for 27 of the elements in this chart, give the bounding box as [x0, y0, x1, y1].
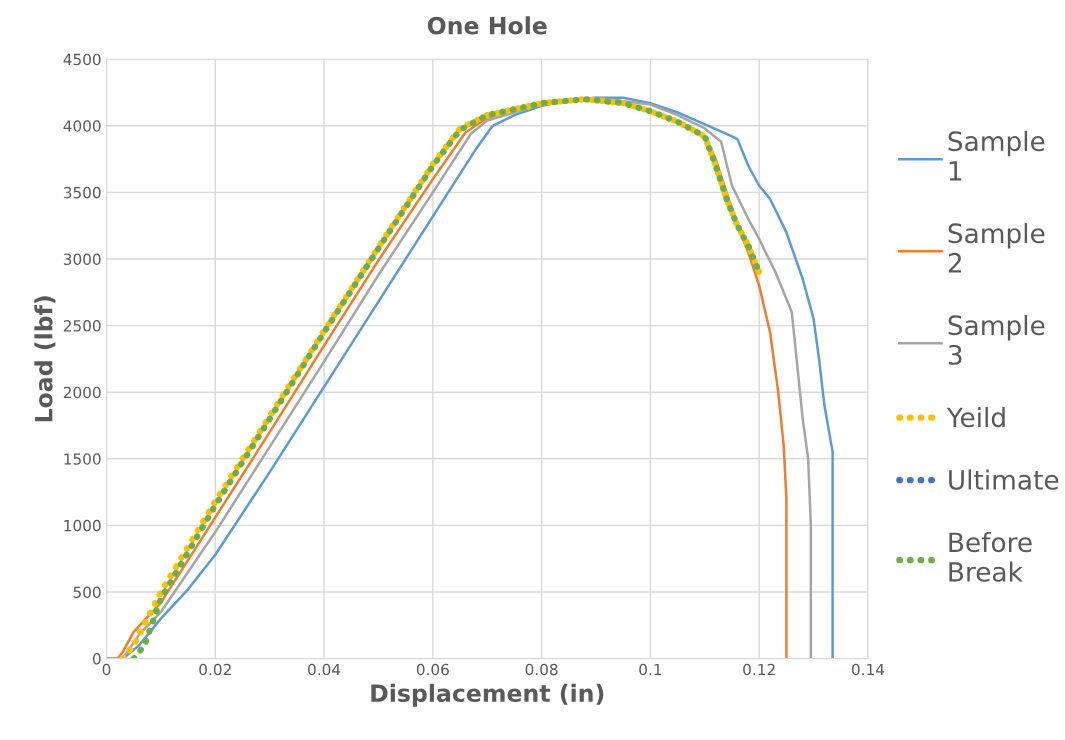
legend-label: Sample 1: [948, 130, 1045, 181]
legend-label: Yeild: [946, 406, 1005, 428]
y-tick-label: 4500: [63, 53, 101, 66]
x-tick-label: 0.14: [851, 663, 885, 676]
y-tick-label: 1000: [64, 519, 101, 532]
y-tick-label: 1500: [64, 453, 101, 465]
y-axis-title: Load (lbf): [34, 296, 56, 422]
x-tick-label: 0.08: [525, 663, 558, 676]
y-tick-label: 0: [92, 653, 101, 665]
legend-label: Sample 3: [948, 314, 1045, 365]
y-tick-label: 4000: [63, 120, 101, 132]
x-tick-label: 0.1: [639, 663, 662, 676]
y-tick-label: 2500: [63, 320, 101, 332]
legend-label: Before Break: [949, 531, 1032, 582]
y-tick-label: 2000: [63, 386, 101, 399]
y-tick-label: 500: [73, 586, 101, 599]
x-tick-label: 0.12: [743, 663, 775, 676]
y-tick-label: 3500: [63, 186, 101, 199]
y-tick-label: 3000: [63, 253, 101, 266]
x-tick-label: 0.02: [199, 663, 231, 676]
x-tick-label: 0.04: [308, 663, 341, 676]
x-axis-title: Displacement (in): [371, 683, 604, 707]
x-tick-label: 0: [102, 663, 111, 676]
legend-label: Sample 2: [948, 222, 1045, 273]
x-tick-label: 0.06: [416, 663, 449, 676]
chart-title: One Hole: [427, 16, 547, 35]
legend-label: Ultimate: [949, 469, 1059, 490]
